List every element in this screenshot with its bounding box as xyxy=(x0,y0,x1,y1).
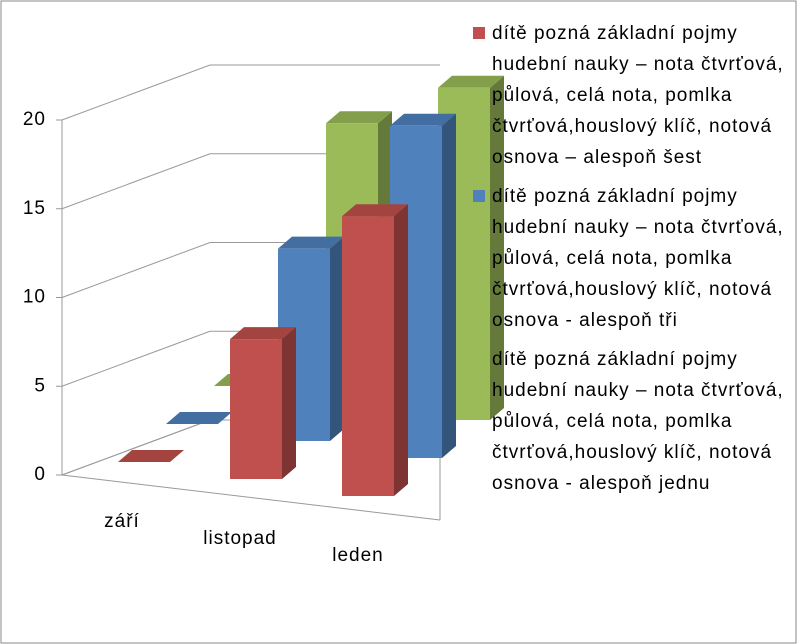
bar-side xyxy=(490,75,504,420)
y-tick-label: 0 xyxy=(34,464,46,485)
bar-side xyxy=(394,204,408,496)
bar-front xyxy=(230,339,282,479)
legend-item: dítě pozná základní pojmy hudební nauky … xyxy=(470,181,790,336)
bar-side xyxy=(330,236,344,441)
bar-top xyxy=(326,111,392,124)
legend-swatch xyxy=(473,190,485,202)
x-tick-label: září xyxy=(104,511,140,532)
bar-front xyxy=(342,216,394,496)
legend-label: dítě pozná základní pojmy hudební nauky … xyxy=(492,23,784,168)
bar-top xyxy=(230,327,296,340)
bar xyxy=(342,204,408,496)
y-tick-label: 10 xyxy=(23,287,46,308)
bar-side xyxy=(282,327,296,479)
bar-top xyxy=(438,75,504,88)
y-tick-label: 5 xyxy=(34,375,46,396)
legend-label: dítě pozná základní pojmy hudební nauky … xyxy=(492,349,784,494)
bar xyxy=(166,412,232,424)
legend-item: dítě pozná základní pojmy hudební nauky … xyxy=(470,18,790,173)
legend-item: dítě pozná základní pojmy hudební nauky … xyxy=(470,344,790,499)
y-tick-label: 15 xyxy=(23,198,46,219)
bar xyxy=(230,327,296,479)
legend-swatch xyxy=(473,353,485,365)
y-tick-label: 20 xyxy=(23,109,46,130)
bar-top xyxy=(118,450,184,462)
grid-line xyxy=(61,64,440,121)
floor-front xyxy=(61,474,441,521)
bar-side xyxy=(442,113,456,458)
legend: dítě pozná základní pojmy hudební nauky … xyxy=(470,18,790,507)
x-tick-label: leden xyxy=(332,545,384,566)
bar xyxy=(118,450,184,462)
bar-top xyxy=(278,236,344,249)
bar-top xyxy=(390,113,456,126)
legend-label: dítě pozná základní pojmy hudební nauky … xyxy=(492,186,784,331)
bar-top xyxy=(342,204,408,217)
legend-swatch xyxy=(473,27,485,39)
x-tick-label: listopad xyxy=(203,528,277,549)
bar-top xyxy=(166,412,232,424)
